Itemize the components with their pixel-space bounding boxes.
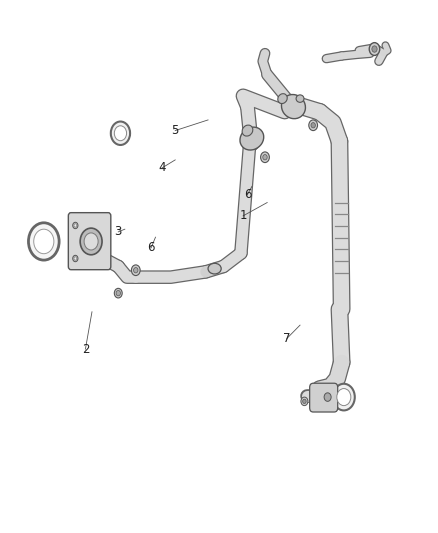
Circle shape xyxy=(134,268,138,273)
Circle shape xyxy=(301,397,308,406)
Circle shape xyxy=(74,224,77,227)
Text: 7: 7 xyxy=(283,332,291,345)
Circle shape xyxy=(116,290,120,296)
Circle shape xyxy=(84,233,98,250)
Circle shape xyxy=(111,122,130,145)
Ellipse shape xyxy=(242,125,253,136)
Circle shape xyxy=(261,152,269,163)
FancyBboxPatch shape xyxy=(68,213,111,270)
Circle shape xyxy=(324,393,331,401)
Circle shape xyxy=(80,228,102,255)
FancyBboxPatch shape xyxy=(310,383,338,412)
Circle shape xyxy=(131,265,140,276)
Text: 4: 4 xyxy=(158,161,166,174)
Circle shape xyxy=(34,229,54,254)
Circle shape xyxy=(337,389,351,406)
Text: 5: 5 xyxy=(172,124,179,137)
Ellipse shape xyxy=(240,127,264,150)
Ellipse shape xyxy=(208,263,221,274)
Circle shape xyxy=(74,257,77,260)
Circle shape xyxy=(73,222,78,229)
Text: 6: 6 xyxy=(147,241,155,254)
Circle shape xyxy=(114,126,127,141)
Text: 6: 6 xyxy=(244,188,251,201)
Circle shape xyxy=(309,120,318,131)
Ellipse shape xyxy=(282,94,305,119)
Circle shape xyxy=(114,288,122,298)
Circle shape xyxy=(372,46,377,52)
Ellipse shape xyxy=(278,94,287,103)
Circle shape xyxy=(28,223,59,260)
Circle shape xyxy=(311,123,315,128)
Circle shape xyxy=(333,384,355,410)
Circle shape xyxy=(303,399,306,403)
Text: 3: 3 xyxy=(115,225,122,238)
Circle shape xyxy=(263,155,267,160)
Text: 1: 1 xyxy=(239,209,247,222)
Circle shape xyxy=(73,255,78,262)
Circle shape xyxy=(369,43,380,55)
Ellipse shape xyxy=(296,95,304,102)
Text: 2: 2 xyxy=(81,343,89,356)
